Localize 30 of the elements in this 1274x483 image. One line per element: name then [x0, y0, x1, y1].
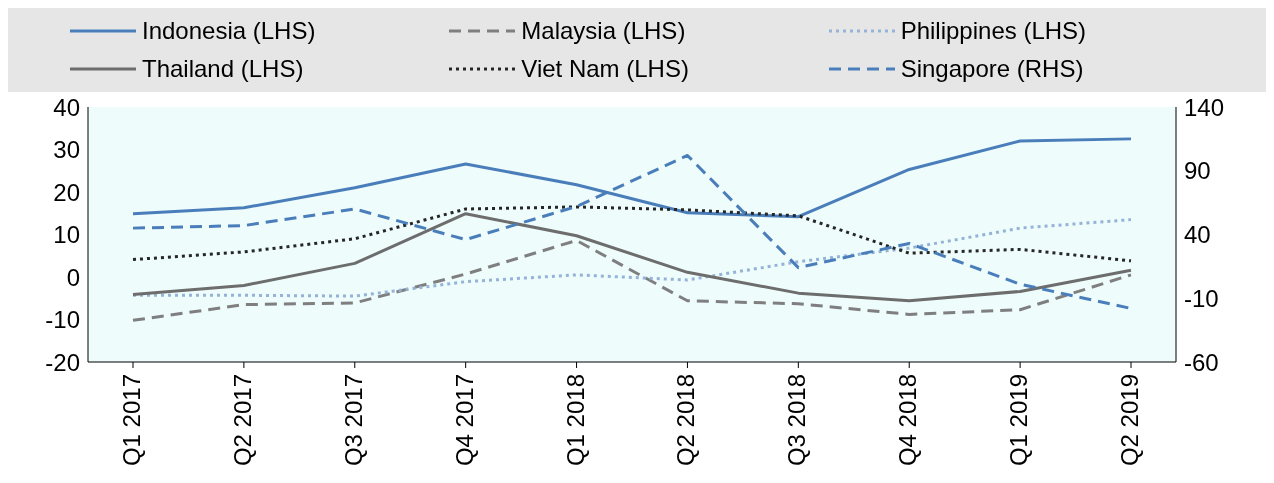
y2-tick-label: -10: [1184, 284, 1219, 312]
line-series: [131, 205, 1133, 263]
y-tick-label: -20: [45, 348, 80, 376]
x-tick-label: Q2 2017: [228, 374, 256, 467]
y2-tick-label: 90: [1184, 157, 1211, 185]
legend-label: Philippines (LHS): [900, 17, 1087, 45]
legend-label: Malaysia (LHS): [521, 17, 686, 45]
x-tick-label: Q2 2018: [672, 374, 700, 467]
y-tick-label: 20: [53, 178, 80, 206]
y2-tick-label: -60: [1184, 348, 1219, 376]
x-tick-label: Q4 2017: [450, 374, 478, 467]
y-tick-label: 0: [66, 263, 80, 291]
legend-label: Thailand (LHS): [142, 55, 304, 83]
legend-label: Singapore (RHS): [900, 55, 1084, 83]
y-tick-label: -10: [45, 306, 80, 334]
x-tick-label: Q3 2017: [339, 374, 367, 467]
line-series: [131, 238, 1133, 322]
x-tick-label: Q1 2018: [561, 374, 589, 467]
y2-tick-label: 140: [1184, 93, 1225, 121]
x-tick-label: Q1 2017: [118, 374, 146, 467]
y-tick-label: 40: [53, 93, 80, 121]
x-tick-label: Q1 2019: [1005, 374, 1033, 467]
y-tick-label: 30: [53, 136, 80, 164]
legend-label: Viet Nam (LHS): [521, 55, 689, 83]
legend-label: Indonesia (LHS): [142, 17, 316, 45]
x-tick-label: Q3 2018: [783, 374, 811, 467]
x-tick-label: Q2 2019: [1116, 374, 1144, 467]
y2-tick-label: 40: [1184, 221, 1211, 249]
y-tick-label: 10: [53, 221, 80, 249]
x-tick-label: Q4 2018: [894, 374, 922, 467]
